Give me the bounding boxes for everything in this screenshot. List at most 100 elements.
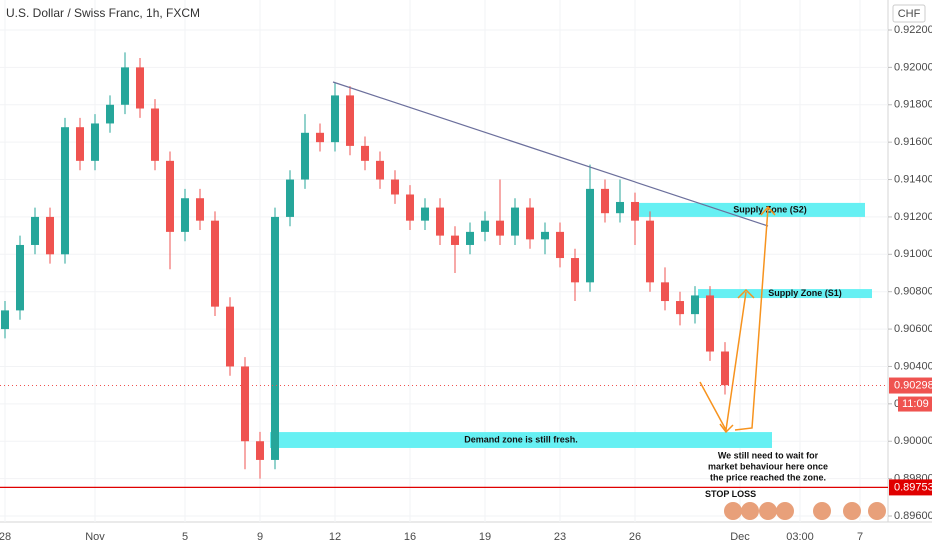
candle-body bbox=[121, 67, 129, 105]
candle-body bbox=[616, 201, 624, 214]
y-tick-label: 0.90800 bbox=[894, 286, 932, 298]
candle-body bbox=[346, 95, 354, 146]
candle-body bbox=[556, 231, 564, 259]
x-tick-label: 03:00 bbox=[786, 531, 814, 543]
candle-body bbox=[361, 145, 369, 161]
zones: Supply Zone (S2)Supply Zone (S1)Demand z… bbox=[270, 202, 872, 448]
x-tick-label: 23 bbox=[554, 531, 566, 543]
event-icons bbox=[724, 502, 886, 520]
x-tick-label: Nov bbox=[85, 531, 105, 543]
y-tick-label: 0.91200 bbox=[894, 211, 932, 223]
candle-body bbox=[301, 132, 309, 180]
currency-label: CHF bbox=[898, 8, 921, 20]
stop-loss-label: STOP LOSS bbox=[705, 489, 756, 499]
candle-body bbox=[166, 160, 174, 232]
y-tick-label: 0.91400 bbox=[894, 173, 932, 185]
candle-body bbox=[571, 258, 579, 283]
candle-body bbox=[46, 216, 54, 255]
x-tick-label: 5 bbox=[182, 531, 188, 543]
zone bbox=[698, 289, 872, 299]
countdown-label: 11:09 bbox=[902, 398, 929, 410]
zone-label: Demand zone is still fresh. bbox=[464, 434, 578, 444]
candle-body bbox=[151, 108, 159, 161]
candle-body bbox=[676, 301, 684, 315]
arrow-path-s2 bbox=[734, 207, 769, 431]
candle-body bbox=[466, 231, 474, 245]
candle-body bbox=[241, 366, 249, 442]
y-tick-label: 0.89600 bbox=[894, 510, 932, 522]
candle-body bbox=[91, 123, 99, 161]
candle-body bbox=[316, 132, 324, 143]
candle-body bbox=[631, 201, 639, 221]
current-price-label: 0.90298 bbox=[894, 379, 932, 391]
x-tick-label: 28 bbox=[0, 531, 11, 543]
x-tick-label: 7 bbox=[857, 531, 863, 543]
candle-body bbox=[211, 220, 219, 307]
candle-body bbox=[271, 216, 279, 460]
candle-body bbox=[526, 207, 534, 240]
x-tick-label: 19 bbox=[479, 531, 491, 543]
candle-body bbox=[646, 220, 654, 283]
chart-title: U.S. Dollar / Swiss Franc, 1h, FXCM bbox=[6, 6, 200, 20]
candle-body bbox=[16, 244, 24, 311]
candle-body bbox=[196, 198, 204, 221]
y-tick-label: 0.92200 bbox=[894, 24, 932, 36]
zone-label: Supply Zone (S1) bbox=[768, 288, 842, 298]
candle-body bbox=[286, 179, 294, 217]
countdown-box bbox=[898, 396, 932, 412]
x-tick-label: Dec bbox=[730, 531, 750, 543]
candle-body bbox=[406, 194, 414, 221]
overlay: 0.90298 11:09 0.89753 STOP LOSS We still nee… bbox=[0, 377, 932, 499]
stop-loss-box bbox=[889, 479, 932, 496]
y-tick-label: 0.91800 bbox=[894, 99, 932, 111]
y-tick-label: 0.91600 bbox=[894, 136, 932, 148]
current-price-box bbox=[889, 377, 932, 394]
candle-body bbox=[31, 216, 39, 245]
x-tick-label: 12 bbox=[329, 531, 341, 543]
candle-body bbox=[601, 188, 609, 214]
y-tick-label: 0.90000 bbox=[894, 435, 932, 447]
candle-body bbox=[181, 198, 189, 232]
note-line: market behaviour here once bbox=[708, 461, 828, 471]
note-line: We still need to wait for bbox=[718, 450, 819, 460]
arrow-path-s1 bbox=[699, 291, 747, 433]
currency-box bbox=[892, 4, 926, 23]
candle-body bbox=[331, 95, 339, 143]
candle-body bbox=[691, 295, 699, 315]
candle-body bbox=[721, 351, 729, 386]
candle-body bbox=[421, 207, 429, 221]
zone bbox=[635, 202, 865, 217]
candle-body bbox=[106, 104, 114, 124]
stop-loss-price-label: 0.89753 bbox=[894, 481, 932, 493]
candle-body bbox=[511, 207, 519, 236]
candle-body bbox=[226, 306, 234, 367]
candle-body bbox=[391, 179, 399, 195]
arrow-head bbox=[737, 288, 755, 299]
candle-body bbox=[496, 220, 504, 236]
candle-body bbox=[661, 282, 669, 302]
candle-body bbox=[706, 295, 714, 352]
candle-body bbox=[76, 127, 84, 161]
candle-body bbox=[1, 310, 9, 330]
trend-line bbox=[332, 81, 769, 227]
x-tick-label: 26 bbox=[629, 531, 641, 543]
arrow-head bbox=[760, 205, 776, 216]
note-line: the price reached the zone. bbox=[710, 472, 826, 482]
y-tick-label: 0.90600 bbox=[894, 323, 932, 335]
candles bbox=[1, 52, 729, 479]
x-tick-label: 9 bbox=[257, 531, 263, 543]
y-tick-label: 0.92000 bbox=[894, 61, 932, 73]
candle-body bbox=[136, 67, 144, 109]
candle-body bbox=[586, 188, 594, 283]
candle-body bbox=[436, 207, 444, 236]
candle-body bbox=[481, 220, 489, 232]
arrow-head bbox=[719, 423, 734, 434]
y-tick-label: 0.90400 bbox=[894, 360, 932, 372]
candle-body bbox=[541, 231, 549, 240]
zone bbox=[270, 432, 772, 448]
x-tick-label: 16 bbox=[404, 531, 416, 543]
candle-body bbox=[61, 127, 69, 255]
candle-body bbox=[376, 160, 384, 180]
